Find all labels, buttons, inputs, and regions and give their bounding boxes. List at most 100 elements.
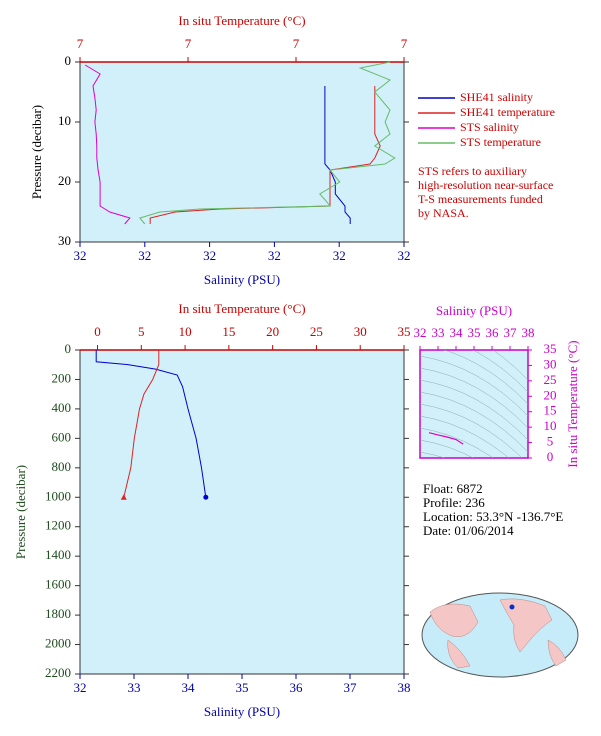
salinity-tick-label: 32 — [333, 248, 346, 263]
profile-line — [324, 86, 351, 224]
salinity-tick-label: 32 — [268, 248, 281, 263]
note-text: STS refers to auxiliary — [418, 164, 527, 178]
density-contour — [420, 379, 528, 441]
salinity-tick-label: 36 — [486, 325, 500, 340]
pressure-tick-label: 10 — [58, 113, 71, 128]
pressure-tick-label: 2000 — [45, 636, 71, 651]
pressure-tick-label: 1400 — [45, 547, 71, 562]
temperature-tick-label: 5 — [547, 434, 554, 449]
map-land — [447, 639, 471, 669]
salinity-tick-label: 32 — [203, 248, 216, 263]
float-location — [509, 604, 515, 610]
pressure-tick-label: 1800 — [45, 606, 71, 621]
pressure-tick-label: 200 — [52, 370, 72, 385]
temperature-tick-label: 20 — [544, 387, 557, 402]
density-contour — [420, 439, 474, 458]
salinity-tick-label: 35 — [236, 680, 249, 695]
temperature-tick-label: 25 — [310, 324, 323, 339]
pressure-tick-label: 1200 — [45, 518, 71, 533]
density-contour — [443, 350, 528, 405]
salinity-tick-label: 32 — [398, 248, 411, 263]
salinity-tick-label: 32 — [74, 248, 87, 263]
temperature-tick-label: 25 — [544, 372, 557, 387]
float-info: Profile: 236 — [423, 495, 485, 510]
temperature-axis-title: In situ Temperature (°C) — [178, 301, 305, 316]
temperature-tick-label: 0 — [94, 324, 101, 339]
density-contour — [420, 415, 510, 458]
float-info: Location: 53.3°N -136.7°E — [423, 509, 563, 524]
legend-label: STS temperature — [460, 135, 541, 149]
temperature-tick-label: 7 — [293, 36, 300, 51]
plot-area — [419, 349, 529, 459]
temperature-axis-title: In situ Temperature (°C) — [565, 340, 580, 467]
float-info: Float: 6872 — [423, 481, 483, 496]
temperature-tick-label: 0 — [547, 449, 554, 464]
profile-line — [84, 64, 131, 225]
salinity-tick-label: 38 — [398, 680, 411, 695]
salinity-tick-label: 37 — [344, 680, 358, 695]
pressure-tick-label: 30 — [58, 233, 71, 248]
salinity-axis-title: Salinity (PSU) — [436, 303, 512, 318]
pressure-axis-title: Pressure (decibar) — [29, 105, 44, 199]
temperature-tick-label: 7 — [401, 36, 408, 51]
temperature-tick-label: 15 — [544, 403, 557, 418]
salinity-tick-label: 33 — [128, 680, 141, 695]
temperature-tick-label: 15 — [222, 324, 235, 339]
plot-area — [79, 61, 405, 243]
salinity-tick-label: 36 — [290, 680, 304, 695]
temperature-tick-label: 7 — [77, 36, 84, 51]
pressure-tick-label: 1000 — [45, 488, 71, 503]
salinity-axis-title: Salinity (PSU) — [204, 272, 280, 287]
salinity-tick-label: 34 — [182, 680, 196, 695]
legend-label: SHE41 temperature — [460, 105, 555, 119]
pressure-tick-label: 800 — [52, 459, 72, 474]
temperature-tick-label: 35 — [398, 324, 411, 339]
salinity-tick-label: 32 — [138, 248, 151, 263]
density-contour — [420, 451, 446, 458]
pressure-axis-title: Pressure (decibar) — [13, 465, 28, 559]
profile-line — [149, 86, 381, 224]
note-text: high-resolution near-surface — [418, 178, 553, 192]
salinity-tick-label: 33 — [432, 325, 445, 340]
salinity-axis-title: Salinity (PSU) — [204, 704, 280, 719]
legend-label: SHE41 salinity — [460, 90, 533, 104]
density-contour — [420, 367, 528, 429]
temperature-tick-label: 35 — [544, 341, 557, 356]
temperature-tick-label: 20 — [266, 324, 279, 339]
pressure-tick-label: 0 — [65, 53, 72, 68]
salinity-tick-label: 32 — [74, 680, 87, 695]
pressure-tick-label: 1600 — [45, 577, 71, 592]
world-map — [421, 592, 579, 678]
density-contour — [420, 355, 528, 417]
plot-area — [79, 349, 405, 675]
density-contour — [420, 427, 494, 458]
density-contour — [420, 403, 523, 458]
density-contour — [472, 350, 528, 393]
pressure-tick-label: 0 — [65, 341, 72, 356]
pressure-tick-label: 2200 — [45, 665, 71, 680]
legend-label: STS salinity — [460, 120, 519, 134]
temperature-tick-label: 7 — [185, 36, 192, 51]
map-land — [499, 598, 553, 653]
note-text: T-S measurements funded — [418, 192, 543, 206]
density-contour — [420, 391, 528, 453]
pressure-tick-label: 400 — [52, 400, 72, 415]
map-land — [429, 603, 479, 637]
salinity-tick-label: 32 — [414, 325, 427, 340]
density-contour — [492, 350, 528, 381]
profile-line — [123, 350, 160, 498]
profile-line — [95, 350, 207, 498]
temperature-tick-label: 30 — [544, 356, 557, 371]
temperature-axis-title: In situ Temperature (°C) — [178, 13, 305, 28]
float-info: Date: 01/06/2014 — [423, 523, 514, 538]
salinity-tick-label: 34 — [450, 325, 464, 340]
pressure-tick-label: 20 — [58, 173, 71, 188]
ts-line — [428, 432, 464, 445]
map-land — [547, 639, 567, 667]
salinity-tick-label: 37 — [504, 325, 518, 340]
salinity-tick-label: 35 — [468, 325, 481, 340]
end-marker — [120, 494, 127, 500]
end-marker — [203, 494, 209, 500]
salinity-tick-label: 38 — [522, 325, 535, 340]
